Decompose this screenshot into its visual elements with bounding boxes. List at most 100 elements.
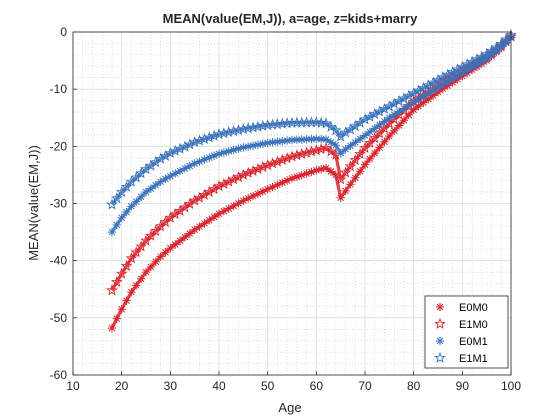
data-point-asterisk bbox=[161, 174, 170, 184]
data-point-asterisk bbox=[190, 225, 199, 234]
data-point-asterisk bbox=[171, 240, 180, 249]
data-point-star bbox=[441, 68, 454, 80]
legend-label: E1M1 bbox=[459, 353, 488, 365]
data-point-asterisk bbox=[424, 89, 433, 98]
data-point-asterisk bbox=[122, 207, 131, 217]
y-tick-label: -20 bbox=[50, 139, 68, 153]
data-point-asterisk bbox=[107, 227, 117, 237]
data-point-asterisk bbox=[380, 137, 389, 146]
data-point-star bbox=[271, 118, 284, 130]
data-point-asterisk bbox=[146, 262, 156, 272]
data-point-star bbox=[222, 175, 235, 187]
data-point-star bbox=[446, 66, 459, 78]
data-point-asterisk bbox=[419, 98, 428, 107]
data-point-asterisk bbox=[141, 187, 151, 197]
legend-item-E0M1: E0M1 bbox=[435, 336, 488, 348]
data-point-asterisk bbox=[136, 274, 146, 283]
data-point-star bbox=[242, 122, 254, 134]
data-point-asterisk bbox=[209, 212, 219, 222]
data-point-star bbox=[203, 185, 216, 197]
data-point-asterisk bbox=[351, 173, 360, 182]
data-point-star bbox=[456, 60, 469, 72]
data-point-star bbox=[339, 126, 352, 138]
data-point-asterisk bbox=[435, 336, 445, 346]
data-point-star bbox=[174, 204, 186, 216]
data-point-star bbox=[295, 148, 308, 160]
data-point-asterisk bbox=[268, 138, 277, 147]
data-point-star bbox=[169, 144, 181, 156]
data-point-star bbox=[407, 87, 420, 99]
series-E0M1 bbox=[107, 33, 516, 237]
data-point-asterisk bbox=[326, 138, 336, 147]
data-point-asterisk bbox=[234, 144, 243, 153]
data-point-star bbox=[130, 246, 143, 258]
series-line bbox=[110, 33, 513, 206]
data-point-asterisk bbox=[321, 163, 331, 173]
data-point-star bbox=[227, 125, 240, 137]
legend-label: E1M0 bbox=[459, 319, 488, 331]
data-point-star bbox=[106, 198, 118, 210]
x-tick-label: 70 bbox=[358, 379, 372, 393]
data-point-star bbox=[344, 123, 357, 135]
data-point-asterisk bbox=[127, 287, 136, 297]
data-point-asterisk bbox=[409, 98, 418, 107]
data-point-star bbox=[247, 121, 259, 133]
data-point-star bbox=[310, 144, 323, 156]
data-point-star bbox=[480, 48, 493, 60]
data-point-star bbox=[208, 183, 220, 195]
data-point-star bbox=[383, 100, 396, 112]
data-point-star bbox=[339, 166, 352, 178]
data-point-asterisk bbox=[453, 71, 462, 81]
data-point-star bbox=[208, 129, 220, 141]
data-point-asterisk bbox=[355, 167, 365, 176]
x-tick-label: 30 bbox=[164, 379, 178, 393]
data-point-star bbox=[349, 120, 362, 132]
data-point-star bbox=[368, 108, 381, 120]
data-point-star bbox=[261, 119, 274, 131]
data-point-asterisk bbox=[175, 236, 185, 245]
data-point-asterisk bbox=[380, 117, 389, 126]
data-point-asterisk bbox=[443, 77, 452, 86]
data-point-star bbox=[164, 211, 177, 223]
data-point-star bbox=[149, 156, 162, 168]
data-point-star bbox=[461, 58, 473, 70]
data-point-star bbox=[266, 118, 279, 130]
data-point-star bbox=[145, 159, 157, 171]
data-point-star bbox=[349, 153, 362, 165]
data-point-star bbox=[257, 161, 269, 173]
data-point-star bbox=[164, 147, 177, 159]
y-tick-label: -60 bbox=[50, 368, 68, 382]
data-point-asterisk bbox=[214, 149, 224, 158]
data-point-asterisk bbox=[360, 160, 370, 169]
data-point-star bbox=[276, 153, 289, 165]
data-point-asterisk bbox=[346, 141, 355, 150]
data-point-star bbox=[334, 173, 347, 185]
data-point-star bbox=[184, 197, 196, 209]
legend: E0M0 E1M0 E0M1 E1M1 bbox=[424, 295, 509, 369]
data-point-star bbox=[232, 124, 245, 136]
legend-item-E0M0: E0M0 bbox=[435, 302, 488, 314]
data-point-asterisk bbox=[263, 138, 272, 148]
data-point-star bbox=[417, 81, 430, 93]
data-point-asterisk bbox=[355, 134, 365, 144]
data-point-asterisk bbox=[351, 138, 360, 147]
data-point-star bbox=[115, 267, 128, 279]
data-point-star bbox=[115, 185, 128, 197]
data-point-asterisk bbox=[117, 305, 126, 314]
data-point-star bbox=[281, 152, 293, 164]
data-point-star bbox=[237, 123, 250, 135]
tick-labels: 10 20 30 40 50 60 70 80 90 100 -60 -50 -40 -30 -20 -10 0 bbox=[50, 25, 522, 393]
data-point-asterisk bbox=[385, 131, 394, 141]
x-tick-label: 90 bbox=[456, 379, 470, 393]
data-point-asterisk bbox=[185, 229, 194, 238]
data-point-star bbox=[315, 143, 327, 155]
data-point-asterisk bbox=[435, 302, 445, 312]
data-point-star bbox=[179, 201, 191, 213]
x-tick-label: 40 bbox=[212, 379, 226, 393]
data-point-star bbox=[422, 79, 435, 91]
data-point-asterisk bbox=[156, 177, 165, 186]
data-point-star bbox=[213, 128, 225, 140]
data-point-star bbox=[174, 142, 186, 154]
data-point-star bbox=[266, 157, 279, 169]
